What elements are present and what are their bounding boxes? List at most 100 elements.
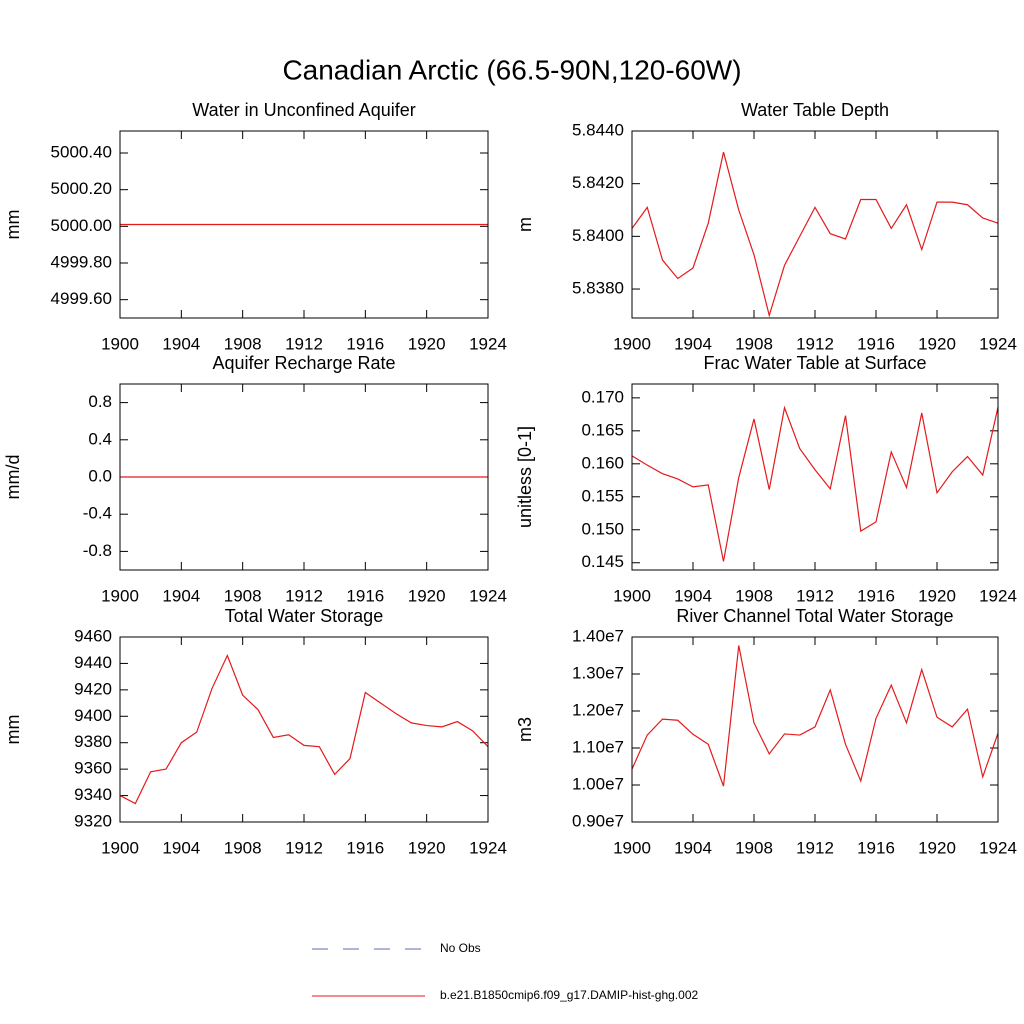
- x-tick-label: 1908: [735, 586, 773, 605]
- y-tick-label: 5.8440: [572, 120, 624, 139]
- y-tick-label: 1.00e7: [572, 774, 624, 793]
- panel-title: Aquifer Recharge Rate: [212, 353, 395, 373]
- x-tick-label: 1908: [224, 586, 262, 605]
- y-tick-label: 4999.60: [51, 289, 112, 308]
- x-tick-label: 1924: [979, 586, 1017, 605]
- y-tick-label: 9340: [74, 785, 112, 804]
- y-tick-label: 0.150: [581, 519, 624, 538]
- legend-label: No Obs: [440, 941, 481, 955]
- x-tick-label: 1920: [918, 334, 956, 353]
- x-tick-label: 1924: [469, 838, 507, 857]
- x-tick-label: 1916: [346, 838, 384, 857]
- x-tick-label: 1904: [162, 334, 200, 353]
- x-tick-label: 1920: [408, 334, 446, 353]
- panel-title: Water in Unconfined Aquifer: [192, 100, 415, 120]
- x-tick-label: 1900: [101, 334, 139, 353]
- y-tick-label: 5000.00: [51, 216, 112, 235]
- y-tick-label: 9320: [74, 811, 112, 830]
- x-tick-label: 1916: [346, 334, 384, 353]
- y-tick-label: 0.160: [581, 453, 624, 472]
- x-tick-label: 1908: [224, 334, 262, 353]
- y-tick-label: 5.8400: [572, 226, 624, 245]
- figure-title: Canadian Arctic (66.5-90N,120-60W): [282, 54, 741, 85]
- plot-frame: [119, 383, 489, 571]
- x-tick-label: 1904: [674, 838, 712, 857]
- y-tick-label: 4999.80: [51, 252, 112, 271]
- plot-frame: [631, 636, 999, 823]
- panel-title: Frac Water Table at Surface: [703, 353, 926, 373]
- x-tick-label: 1904: [162, 838, 200, 857]
- x-tick-label: 1920: [408, 838, 446, 857]
- x-tick-label: 1908: [735, 838, 773, 857]
- y-axis-label: mm: [3, 210, 23, 240]
- panel-title: Total Water Storage: [225, 606, 383, 626]
- plot-frame: [631, 130, 999, 319]
- y-tick-label: 5000.40: [51, 142, 112, 161]
- y-tick-label: 0.145: [581, 552, 624, 571]
- plot-frame: [631, 383, 999, 571]
- x-tick-label: 1912: [285, 586, 323, 605]
- y-tick-label: 9420: [74, 679, 112, 698]
- x-tick-label: 1916: [346, 586, 384, 605]
- y-tick-label: -0.4: [83, 504, 112, 523]
- y-tick-label: 1.40e7: [572, 626, 624, 645]
- x-tick-label: 1924: [469, 586, 507, 605]
- plot-frame: [119, 636, 489, 823]
- x-tick-label: 1912: [285, 334, 323, 353]
- x-tick-label: 1900: [613, 838, 651, 857]
- x-tick-label: 1908: [735, 334, 773, 353]
- x-tick-label: 1924: [469, 334, 507, 353]
- y-tick-label: 1.30e7: [572, 663, 624, 682]
- x-tick-label: 1900: [101, 586, 139, 605]
- y-tick-label: 5000.20: [51, 179, 112, 198]
- legend-label: b.e21.B1850cmip6.f09_g17.DAMIP-hist-ghg.…: [440, 988, 698, 1002]
- y-tick-label: 5.8420: [572, 173, 624, 192]
- x-tick-label: 1920: [918, 838, 956, 857]
- panel-title: Water Table Depth: [741, 100, 889, 120]
- y-tick-label: 5.8380: [572, 279, 624, 298]
- y-tick-label: 0.155: [581, 486, 624, 505]
- data-line: [631, 645, 999, 787]
- x-tick-label: 1920: [408, 586, 446, 605]
- x-tick-label: 1916: [857, 334, 895, 353]
- y-tick-label: 0.165: [581, 420, 624, 439]
- x-tick-label: 1912: [796, 586, 834, 605]
- panel-title: River Channel Total Water Storage: [676, 606, 953, 626]
- y-tick-label: 0.90e7: [572, 811, 624, 830]
- x-tick-label: 1900: [613, 586, 651, 605]
- y-tick-label: 0.170: [581, 387, 624, 406]
- y-tick-label: 0.0: [88, 466, 112, 485]
- plot-frame: [119, 130, 489, 319]
- x-tick-label: 1904: [674, 334, 712, 353]
- y-tick-label: 9460: [74, 626, 112, 645]
- x-tick-label: 1920: [918, 586, 956, 605]
- x-tick-label: 1912: [285, 838, 323, 857]
- x-tick-label: 1904: [162, 586, 200, 605]
- y-tick-label: 1.10e7: [572, 737, 624, 756]
- y-tick-label: 9400: [74, 706, 112, 725]
- y-axis-label: mm: [3, 715, 23, 745]
- y-axis-label: unitless [0-1]: [515, 426, 535, 528]
- data-line: [119, 653, 489, 805]
- y-tick-label: 9440: [74, 653, 112, 672]
- y-tick-label: 9360: [74, 759, 112, 778]
- y-axis-label: mm/d: [3, 455, 23, 500]
- data-line: [631, 151, 999, 318]
- y-tick-label: 0.4: [88, 429, 112, 448]
- x-tick-label: 1904: [674, 586, 712, 605]
- x-tick-label: 1900: [613, 334, 651, 353]
- x-tick-label: 1912: [796, 838, 834, 857]
- data-line: [631, 405, 999, 562]
- x-tick-label: 1916: [857, 586, 895, 605]
- x-tick-label: 1908: [224, 838, 262, 857]
- y-tick-label: 0.8: [88, 392, 112, 411]
- y-axis-label: m: [515, 217, 535, 232]
- y-tick-label: -0.8: [83, 541, 112, 560]
- x-tick-label: 1924: [979, 334, 1017, 353]
- y-tick-label: 9380: [74, 732, 112, 751]
- x-tick-label: 1912: [796, 334, 834, 353]
- x-tick-label: 1924: [979, 838, 1017, 857]
- x-tick-label: 1916: [857, 838, 895, 857]
